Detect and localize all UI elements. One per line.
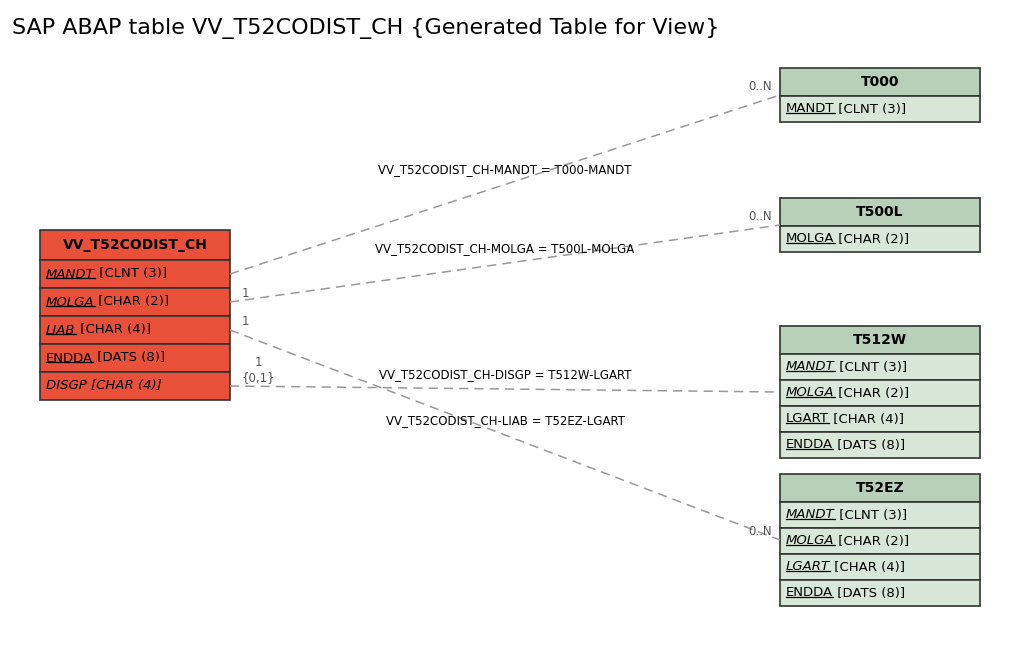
Text: T52EZ: T52EZ (856, 481, 904, 495)
Text: 1
{0,1}: 1 {0,1} (242, 356, 276, 384)
Bar (780, 96, 980, 122)
Text: T500L: T500L (856, 205, 904, 219)
Text: ENDDA: ENDDA (46, 352, 93, 365)
Text: [CLNT (3)]: [CLNT (3)] (834, 103, 907, 116)
Bar (780, 474, 980, 502)
Text: DISGP [CHAR (4)]: DISGP [CHAR (4)] (46, 380, 162, 393)
Text: 0..N: 0..N (748, 210, 772, 223)
Text: [CHAR (4)]: [CHAR (4)] (830, 561, 905, 574)
Text: MANDT: MANDT (46, 267, 94, 280)
Text: VV_T52CODIST_CH-DISGP = T512W-LGART: VV_T52CODIST_CH-DISGP = T512W-LGART (379, 368, 631, 381)
Text: 1: 1 (242, 287, 249, 300)
Text: [DATS (8)]: [DATS (8)] (833, 587, 905, 600)
Text: VV_T52CODIST_CH-LIAB = T52EZ-LGART: VV_T52CODIST_CH-LIAB = T52EZ-LGART (385, 414, 624, 427)
Text: VV_T52CODIST_CH-MOLGA = T500L-MOLGA: VV_T52CODIST_CH-MOLGA = T500L-MOLGA (375, 243, 634, 256)
Text: MANDT: MANDT (786, 360, 834, 374)
Text: LGART: LGART (786, 413, 829, 426)
Text: [CLNT (3)]: [CLNT (3)] (834, 360, 907, 374)
Text: MOLGA: MOLGA (786, 535, 834, 548)
Text: SAP ABAP table VV_T52CODIST_CH {Generated Table for View}: SAP ABAP table VV_T52CODIST_CH {Generate… (12, 18, 720, 39)
Text: [DATS (8)]: [DATS (8)] (93, 352, 165, 365)
Text: ENDDA: ENDDA (786, 587, 833, 600)
Text: 0..N: 0..N (748, 525, 772, 538)
Bar (780, 226, 980, 252)
Text: ENDDA: ENDDA (786, 439, 833, 452)
Text: LGART: LGART (786, 561, 830, 574)
Text: [CHAR (2)]: [CHAR (2)] (834, 232, 909, 245)
Bar (40, 344, 230, 372)
Text: 0..N: 0..N (748, 80, 772, 93)
Text: T000: T000 (861, 75, 899, 89)
Bar (40, 230, 230, 260)
Text: [CHAR (4)]: [CHAR (4)] (829, 413, 904, 426)
Text: MOLGA: MOLGA (786, 387, 834, 400)
Text: MOLGA: MOLGA (786, 232, 834, 245)
Text: [CLNT (3)]: [CLNT (3)] (834, 509, 907, 522)
Text: [CLNT (3)]: [CLNT (3)] (94, 267, 167, 280)
Bar (780, 326, 980, 354)
Text: LIAB: LIAB (46, 323, 76, 336)
Bar (40, 288, 230, 316)
Bar (780, 354, 980, 380)
Text: [CHAR (2)]: [CHAR (2)] (834, 387, 909, 400)
Text: VV_T52CODIST_CH: VV_T52CODIST_CH (63, 238, 207, 252)
Bar (780, 580, 980, 606)
Bar (780, 380, 980, 406)
Text: [CHAR (2)]: [CHAR (2)] (834, 535, 909, 548)
Bar (40, 372, 230, 400)
Text: MANDT: MANDT (786, 509, 834, 522)
Bar (780, 528, 980, 554)
Text: MOLGA: MOLGA (46, 295, 94, 308)
Bar (40, 260, 230, 288)
Bar (780, 406, 980, 432)
Text: VV_T52CODIST_CH-MANDT = T000-MANDT: VV_T52CODIST_CH-MANDT = T000-MANDT (378, 164, 631, 177)
Bar (780, 198, 980, 226)
Text: 1: 1 (242, 315, 249, 328)
Bar (780, 502, 980, 528)
Bar (40, 316, 230, 344)
Bar (780, 554, 980, 580)
Text: [DATS (8)]: [DATS (8)] (833, 439, 905, 452)
Text: T512W: T512W (853, 333, 907, 347)
Bar (780, 432, 980, 458)
Text: [CHAR (2)]: [CHAR (2)] (94, 295, 169, 308)
Text: MANDT: MANDT (786, 103, 834, 116)
Text: [CHAR (4)]: [CHAR (4)] (76, 323, 151, 336)
Bar (780, 68, 980, 96)
